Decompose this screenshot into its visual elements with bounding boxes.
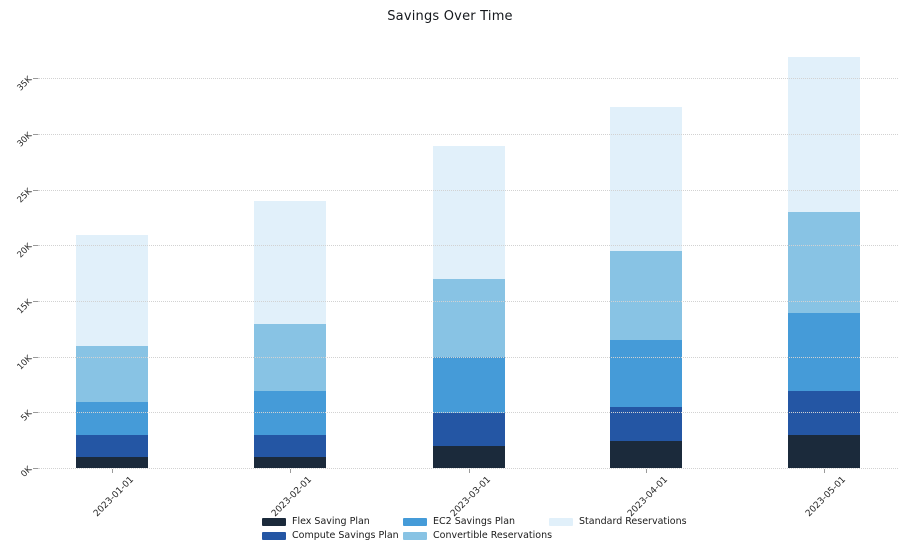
bar-2023-01-01[interactable]	[76, 234, 148, 469]
y-axis-tick	[33, 133, 38, 135]
bar-segment-ec2-savings-plan[interactable]	[433, 357, 505, 413]
x-tick-label: 2023-01-01	[92, 475, 137, 520]
x-axis-tick	[469, 469, 470, 473]
bar-segment-convertible-reservations[interactable]	[610, 251, 682, 341]
bar-segment-convertible-reservations[interactable]	[788, 212, 860, 313]
bar-segment-compute-savings-plan[interactable]	[433, 412, 505, 447]
bar-segment-flex-saving-plan[interactable]	[433, 446, 505, 469]
y-axis-tick	[33, 300, 38, 302]
legend-swatch	[403, 532, 427, 540]
y-tick-label: 10K	[15, 353, 35, 372]
bar-segment-standard-reservations[interactable]	[254, 201, 326, 324]
y-gridline	[38, 78, 898, 80]
bar-segment-compute-savings-plan[interactable]	[788, 390, 860, 436]
y-axis-tick	[33, 356, 38, 358]
bar-segment-compute-savings-plan[interactable]	[76, 435, 148, 458]
x-axis-tick	[290, 469, 291, 473]
x-axis-tick	[112, 469, 113, 473]
y-axis-tick	[33, 412, 38, 414]
legend-item-standard-reservations[interactable]: Standard Reservations	[549, 517, 687, 527]
bar-2023-03-01[interactable]	[433, 145, 505, 469]
bar-segment-flex-saving-plan[interactable]	[610, 440, 682, 469]
bar-segment-standard-reservations[interactable]	[610, 106, 682, 252]
bar-segment-compute-savings-plan[interactable]	[254, 435, 326, 458]
bar-segment-convertible-reservations[interactable]	[76, 346, 148, 402]
bar-segment-ec2-savings-plan[interactable]	[254, 390, 326, 436]
legend-swatch	[262, 532, 286, 540]
x-axis-tick	[824, 469, 825, 473]
bar-segment-compute-savings-plan[interactable]	[610, 407, 682, 441]
legend-label: Flex Saving Plan	[292, 516, 370, 527]
legend-label: EC2 Savings Plan	[433, 516, 516, 527]
legend-swatch	[549, 518, 573, 526]
x-tick-label: 2023-05-01	[804, 475, 849, 520]
y-tick-label: 20K	[15, 241, 35, 261]
bar-segment-ec2-savings-plan[interactable]	[788, 312, 860, 391]
legend-item-flex-saving-plan[interactable]: Flex Saving Plan	[262, 517, 370, 527]
bar-segment-ec2-savings-plan[interactable]	[76, 401, 148, 436]
legend-swatch	[262, 518, 286, 526]
legend-swatch	[403, 518, 427, 526]
legend-item-compute-savings-plan[interactable]: Compute Savings Plan	[262, 531, 399, 541]
chart-title: Savings Over Time	[387, 9, 513, 24]
x-tick-label: 2023-04-01	[626, 475, 671, 520]
legend-item-convertible-reservations[interactable]: Convertible Reservations	[403, 531, 552, 541]
legend-label: Convertible Reservations	[433, 530, 553, 541]
bar-segment-flex-saving-plan[interactable]	[788, 435, 860, 469]
bar-segment-flex-saving-plan[interactable]	[254, 457, 326, 469]
bar-segment-convertible-reservations[interactable]	[433, 279, 505, 358]
y-tick-label: 25K	[15, 186, 35, 205]
bar-segment-standard-reservations[interactable]	[76, 234, 148, 346]
legend-item-ec2-savings-plan[interactable]: EC2 Savings Plan	[403, 517, 515, 527]
y-axis-tick	[33, 78, 38, 80]
x-axis-tick	[646, 469, 647, 473]
y-tick-label: 15K	[15, 297, 35, 317]
y-axis-tick	[33, 245, 38, 247]
bar-segment-standard-reservations[interactable]	[788, 56, 860, 213]
bar-2023-05-01[interactable]	[788, 56, 860, 469]
legend-label: Standard Reservations	[579, 516, 687, 527]
bar-2023-04-01[interactable]	[610, 106, 682, 469]
y-axis-tick	[33, 468, 38, 469]
y-tick-label: 5K	[19, 408, 35, 424]
y-tick-label: 0K	[19, 464, 35, 480]
bar-segment-convertible-reservations[interactable]	[254, 323, 326, 391]
bar-segment-standard-reservations[interactable]	[433, 145, 505, 280]
bar-segment-flex-saving-plan[interactable]	[76, 457, 148, 469]
bar-segment-ec2-savings-plan[interactable]	[610, 340, 682, 408]
bar-2023-02-01[interactable]	[254, 201, 326, 469]
legend-label: Compute Savings Plan	[292, 530, 399, 541]
y-tick-label: 30K	[15, 130, 35, 150]
y-gridline	[38, 133, 898, 135]
y-tick-label: 35K	[15, 74, 35, 94]
y-axis-tick	[33, 189, 38, 191]
